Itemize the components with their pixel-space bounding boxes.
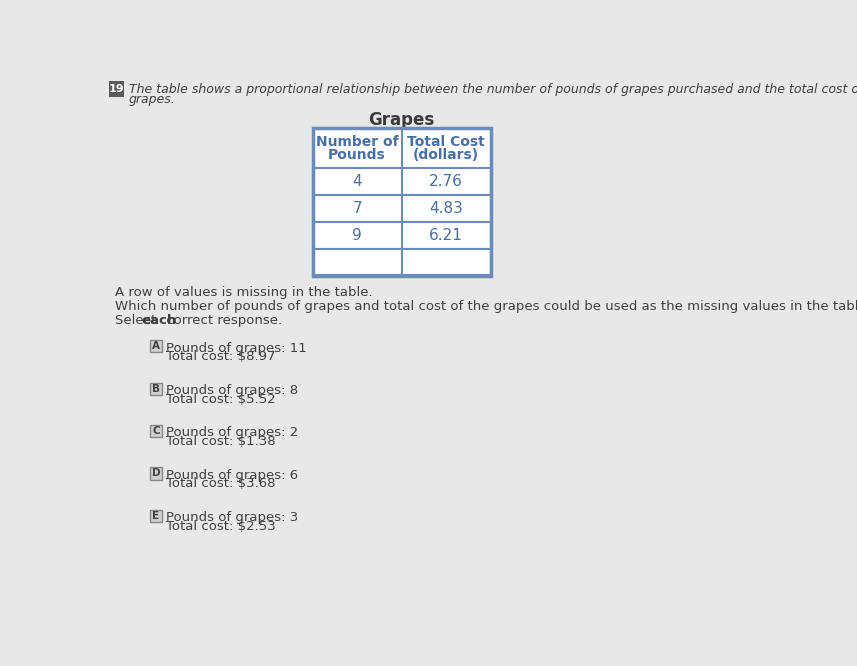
Text: E: E <box>153 511 159 521</box>
Text: (dollars): (dollars) <box>413 148 479 162</box>
Bar <box>150 425 162 437</box>
Text: Which number of pounds of grapes and total cost of the grapes could be used as t: Which number of pounds of grapes and tot… <box>115 300 857 313</box>
Text: Total cost: $1.38: Total cost: $1.38 <box>166 435 276 448</box>
Text: 6.21: 6.21 <box>429 228 463 242</box>
Text: 19: 19 <box>109 84 124 94</box>
Text: each: each <box>141 314 177 326</box>
Text: 4: 4 <box>352 174 362 188</box>
Text: D: D <box>152 468 160 478</box>
Bar <box>150 468 162 480</box>
Text: Total cost: $5.52: Total cost: $5.52 <box>166 392 276 406</box>
Text: Pounds of grapes: 2: Pounds of grapes: 2 <box>166 426 298 440</box>
Text: Total cost: $3.68: Total cost: $3.68 <box>166 478 275 490</box>
Text: C: C <box>153 426 159 436</box>
Text: A row of values is missing in the table.: A row of values is missing in the table. <box>115 286 373 299</box>
Text: Pounds of grapes: 11: Pounds of grapes: 11 <box>166 342 307 355</box>
Text: Pounds of grapes: 3: Pounds of grapes: 3 <box>166 511 298 524</box>
Text: Total cost: $2.53: Total cost: $2.53 <box>166 519 276 533</box>
Text: A: A <box>152 342 160 352</box>
Text: Pounds of grapes: 6: Pounds of grapes: 6 <box>166 469 298 482</box>
Text: Select: Select <box>115 314 160 326</box>
Text: Grapes: Grapes <box>369 111 434 129</box>
Text: The table shows a proportional relationship between the number of pounds of grap: The table shows a proportional relations… <box>129 83 857 96</box>
Text: B: B <box>152 384 160 394</box>
Bar <box>313 248 491 276</box>
Text: Number of: Number of <box>315 135 399 149</box>
Bar <box>313 194 491 222</box>
Text: 2.76: 2.76 <box>429 174 463 188</box>
Bar <box>150 509 162 522</box>
Text: correct response.: correct response. <box>162 314 282 326</box>
Bar <box>150 340 162 352</box>
Bar <box>313 222 491 248</box>
Text: Total cost: $8.97: Total cost: $8.97 <box>166 350 275 363</box>
Bar <box>313 168 491 194</box>
Text: Pounds: Pounds <box>328 148 386 162</box>
Bar <box>109 81 124 97</box>
Text: 7: 7 <box>352 200 362 216</box>
Text: 4.83: 4.83 <box>429 200 463 216</box>
Bar <box>150 382 162 395</box>
Text: 9: 9 <box>352 228 362 242</box>
Text: grapes.: grapes. <box>129 93 176 107</box>
Text: Pounds of grapes: 8: Pounds of grapes: 8 <box>166 384 298 397</box>
Bar <box>313 128 491 276</box>
Text: Total Cost: Total Cost <box>407 135 485 149</box>
Bar <box>313 128 491 168</box>
